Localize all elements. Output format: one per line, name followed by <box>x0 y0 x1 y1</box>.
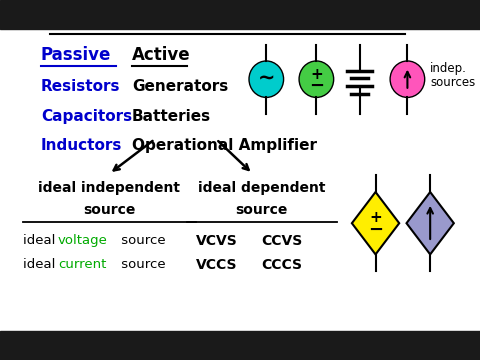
Circle shape <box>390 61 425 98</box>
Polygon shape <box>352 192 399 255</box>
Text: Operational Amplifier: Operational Amplifier <box>132 139 317 153</box>
Text: Resistors: Resistors <box>41 79 120 94</box>
Text: ∼: ∼ <box>258 68 275 88</box>
Text: CCCS: CCCS <box>262 258 303 272</box>
Text: −: − <box>368 221 383 239</box>
Text: ideal dependent: ideal dependent <box>198 181 325 195</box>
Text: +: + <box>310 67 323 82</box>
Text: −: − <box>309 76 324 94</box>
Polygon shape <box>407 192 454 255</box>
Text: ideal independent: ideal independent <box>38 181 180 195</box>
Text: VCCS: VCCS <box>196 258 237 272</box>
Text: source: source <box>83 203 135 217</box>
Text: source: source <box>117 234 166 247</box>
Text: source: source <box>117 258 166 271</box>
Text: sources: sources <box>430 76 475 89</box>
Text: source: source <box>236 203 288 217</box>
Text: Generators: Generators <box>132 79 228 94</box>
Text: +: + <box>369 210 382 225</box>
Text: CCVS: CCVS <box>262 234 303 248</box>
Text: Passive vs Active Circuit Elements: Passive vs Active Circuit Elements <box>54 10 401 28</box>
Text: Inductors: Inductors <box>41 139 122 153</box>
Text: Passive: Passive <box>41 46 111 64</box>
Text: voltage: voltage <box>58 234 108 247</box>
Text: indep.: indep. <box>430 62 467 75</box>
Text: Capacitors: Capacitors <box>41 109 132 124</box>
Text: VCVS: VCVS <box>196 234 238 248</box>
Circle shape <box>299 61 334 98</box>
Text: Batteries: Batteries <box>132 109 211 124</box>
Text: Active: Active <box>132 46 191 64</box>
Text: ideal: ideal <box>23 234 60 247</box>
Text: ideal: ideal <box>23 258 60 271</box>
Circle shape <box>249 61 284 98</box>
Text: current: current <box>58 258 106 271</box>
